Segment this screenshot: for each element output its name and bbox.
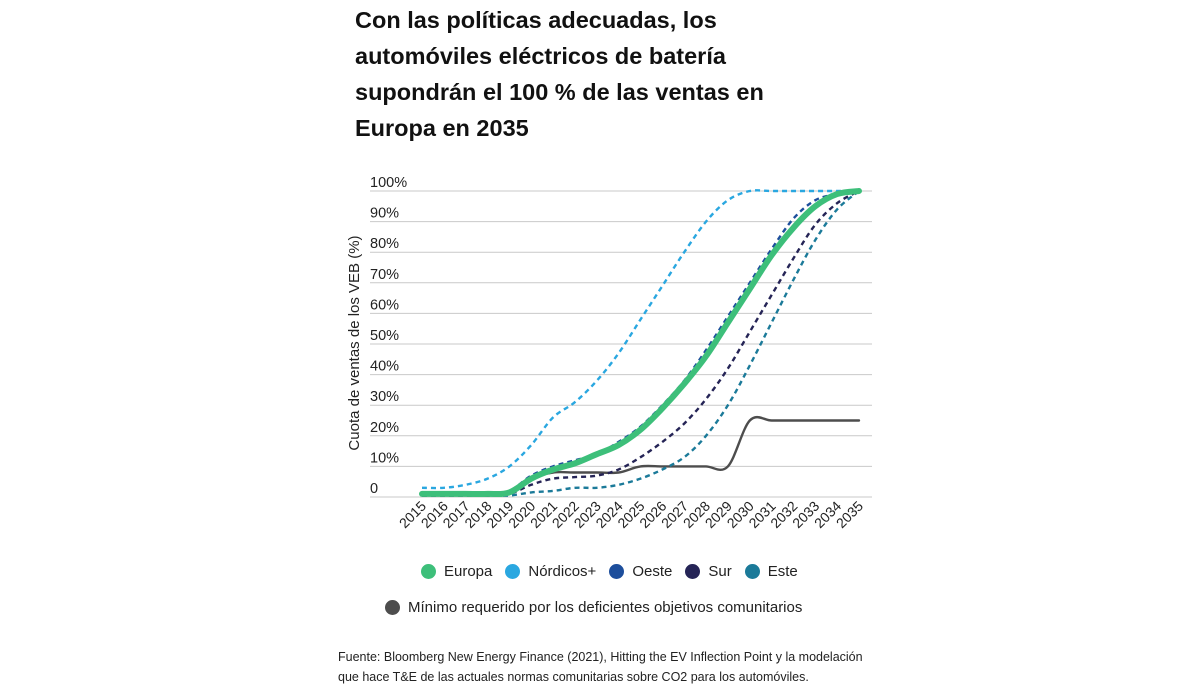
legend-label: Europa (444, 563, 493, 580)
series-line-nordicos (421, 189, 859, 490)
legend-row-regions: Europa Nórdicos+ Oeste Sur Este (421, 563, 811, 580)
legend-label: Sur (708, 563, 732, 580)
legend-item-oeste: Oeste (609, 563, 672, 580)
x-axis-ticks: 2015201620172018201920202021202220232024… (396, 498, 866, 531)
series-line-este (421, 190, 860, 497)
legend-swatch-nordicos (505, 564, 521, 579)
y-tick-label: 10% (370, 450, 399, 466)
legend-item-sur: Sur (685, 563, 732, 580)
series-line-oeste (422, 189, 860, 496)
legend-item-europa: Europa (421, 563, 492, 580)
legend-item-minimo: Mínimo requerido por los deficientes obj… (385, 599, 802, 616)
legend-swatch-sur (685, 564, 701, 579)
y-axis-label: Cuota de ventas de los VEB (%) (346, 235, 363, 450)
legend-swatch-minimo (385, 600, 400, 615)
legend-label: Este (767, 563, 798, 580)
y-tick-label: 30% (370, 389, 399, 405)
source-line-2: que hace T&E de las actuales normas comu… (338, 670, 809, 684)
legend-label: Mínimo requerido por los deficientes obj… (408, 599, 803, 616)
legend-row-minimum: Mínimo requerido por los deficientes obj… (385, 599, 815, 616)
y-tick-label: 0 (370, 481, 378, 497)
series-line-europa (419, 188, 862, 498)
series-line-sur (421, 189, 860, 497)
legend-swatch-europa (421, 564, 436, 579)
source-line-1: Fuente: Bloomberg New Energy Finance (20… (338, 650, 863, 664)
y-axis-ticks: 0 10% 20% 30% 40% 50% 60% 70% 80% 90% 100% (370, 175, 407, 497)
y-tick-label: 70% (370, 267, 399, 283)
series-lines (419, 188, 862, 498)
legend-label: Oeste (632, 563, 673, 580)
y-tick-label: 90% (370, 206, 399, 222)
legend-item-este: Este (744, 563, 798, 580)
legend-swatch-oeste (609, 564, 625, 579)
y-tick-label: 60% (370, 297, 399, 313)
legend-item-nordicos: Nórdicos+ (505, 563, 596, 580)
gridlines (370, 190, 872, 498)
y-tick-label: 80% (370, 236, 399, 252)
y-tick-label: 100% (370, 175, 407, 191)
line-chart: 0 10% 20% 30% 40% 50% 60% 70% 80% 90% 100% Cuota d… (346, 175, 872, 531)
source-note: Fuente: Bloomberg New Energy Finance (20… (338, 647, 898, 687)
legend-label: Nórdicos+ (528, 563, 597, 580)
y-tick-label: 50% (370, 328, 399, 344)
legend-swatch-este (744, 564, 760, 579)
chart-title: Con las políticas adecuadas, los automóv… (355, 7, 764, 141)
y-tick-label: 20% (370, 420, 399, 436)
y-tick-label: 40% (370, 359, 399, 375)
